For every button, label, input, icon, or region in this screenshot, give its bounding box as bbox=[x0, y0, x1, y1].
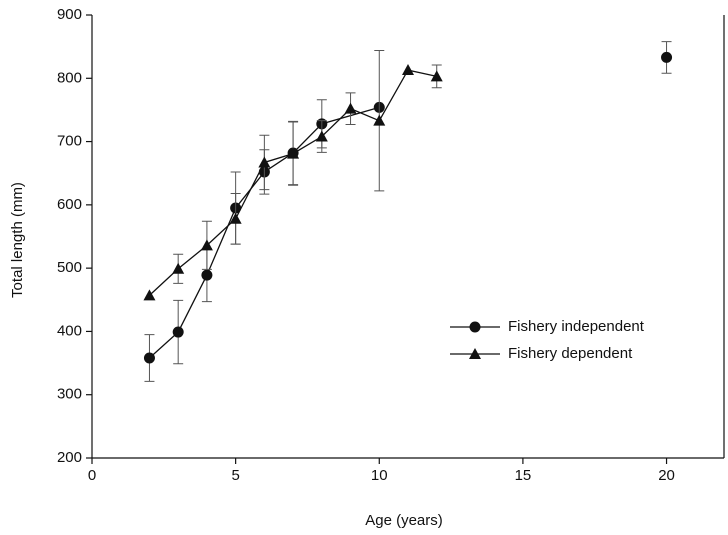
marker bbox=[258, 156, 271, 168]
legend-marker bbox=[469, 348, 481, 359]
marker bbox=[373, 114, 386, 126]
legend-label: Fishery independent bbox=[508, 318, 645, 335]
y-tick-label: 200 bbox=[57, 449, 82, 466]
y-axis-title: Total length (mm) bbox=[9, 182, 26, 298]
y-tick-label: 300 bbox=[57, 386, 82, 403]
y-tick-label: 700 bbox=[57, 133, 82, 150]
marker bbox=[402, 64, 414, 76]
legend-label: Fishery dependent bbox=[508, 345, 633, 362]
x-tick-label: 20 bbox=[658, 467, 675, 484]
legend-marker bbox=[469, 321, 481, 333]
marker bbox=[315, 130, 328, 142]
marker bbox=[229, 212, 242, 224]
marker bbox=[287, 147, 300, 159]
x-tick-label: 0 bbox=[88, 467, 96, 484]
marker bbox=[143, 289, 156, 301]
y-tick-label: 600 bbox=[57, 196, 82, 213]
y-tick-label: 900 bbox=[57, 6, 82, 23]
marker bbox=[344, 102, 357, 114]
y-tick-label: 400 bbox=[57, 322, 82, 339]
x-tick-label: 10 bbox=[371, 467, 388, 484]
x-tick-label: 5 bbox=[231, 467, 239, 484]
marker bbox=[661, 51, 673, 63]
marker bbox=[172, 326, 184, 338]
marker bbox=[200, 239, 213, 251]
marker bbox=[430, 70, 443, 82]
marker bbox=[172, 262, 185, 274]
x-axis-title: Age (years) bbox=[365, 512, 443, 529]
x-tick-label: 15 bbox=[515, 467, 532, 484]
y-tick-label: 800 bbox=[57, 69, 82, 86]
marker bbox=[201, 269, 213, 281]
y-tick-label: 500 bbox=[57, 259, 82, 276]
marker bbox=[143, 352, 155, 364]
